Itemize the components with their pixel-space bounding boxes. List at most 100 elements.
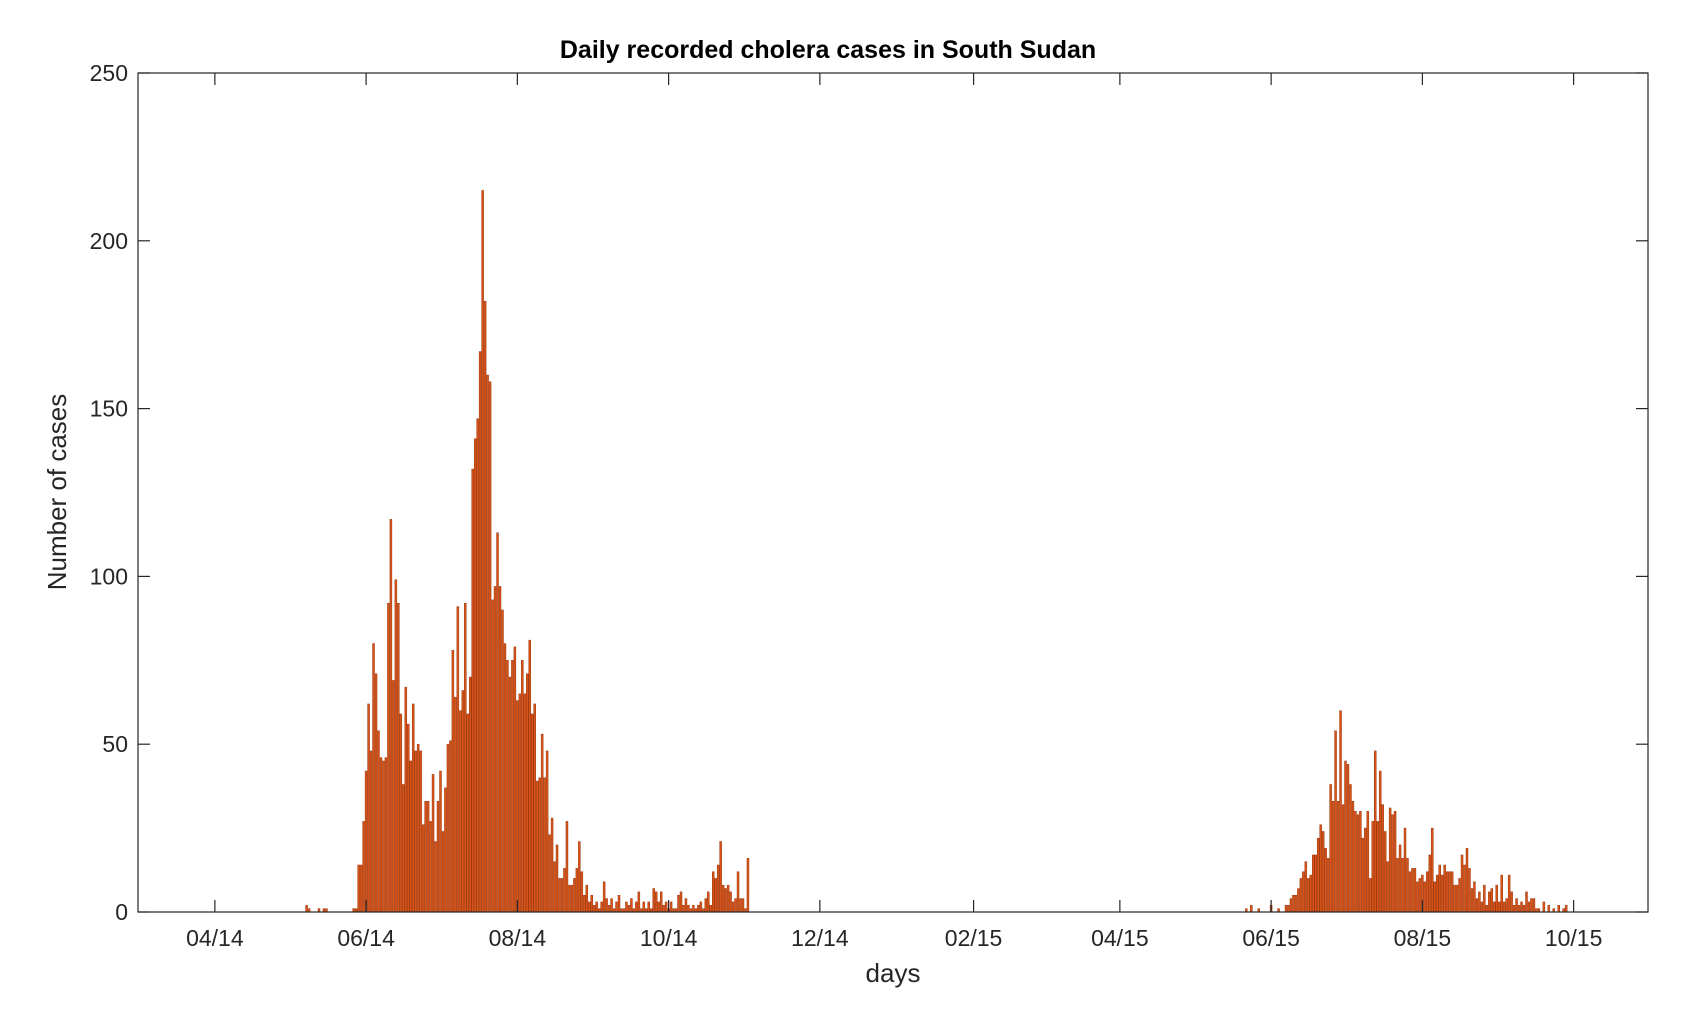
bar-s1-g0-92 [1473, 881, 1476, 913]
bar-s1-g0-36 [1334, 730, 1337, 913]
bar-s0-g0-143 [659, 891, 663, 913]
x-tick-label-0: 04/14 [186, 925, 244, 951]
bar-s1-g0-54 [1378, 770, 1382, 913]
bar-s1-g0-27 [1312, 854, 1315, 913]
bar-s1-g0-29 [1316, 837, 1320, 913]
bar-s0-g0-150 [677, 894, 680, 913]
bar-s0-g0-24 [364, 770, 368, 913]
bar-s1-g0-55 [1381, 804, 1384, 913]
bar-s0-g0-90 [528, 639, 532, 913]
bar-s0-g0-30 [379, 757, 383, 913]
bar-s0-g0-68 [473, 438, 477, 913]
bar-s0-g0-82 [508, 676, 512, 913]
bar-s1-g0-79 [1440, 874, 1444, 913]
y-tick-label-3: 150 [90, 396, 128, 422]
bar-s0-g0-125 [615, 901, 618, 913]
bar-s0-g0-47 [421, 824, 425, 913]
bar-s0-g0-122 [607, 905, 611, 913]
bar-s0-g0-159 [699, 901, 703, 913]
bar-s0-g0-98 [548, 834, 551, 913]
x-tick-label-4: 12/14 [791, 925, 849, 951]
bar-s0-g0-92 [533, 703, 536, 913]
bar-s1-g0-99 [1490, 888, 1494, 913]
bar-s0-g0-71 [481, 190, 484, 913]
bar-s0-g0-165 [714, 878, 717, 913]
bar-s1-g0-63 [1401, 858, 1404, 913]
x-tick-label-7: 06/15 [1242, 925, 1300, 951]
bar-s1-g0-49 [1366, 811, 1370, 913]
bar-s0-g0-45 [416, 743, 420, 913]
bar-s1-g0-87 [1460, 854, 1464, 913]
y-tick-label-5: 250 [90, 60, 128, 86]
bar-s1-g0-129 [1564, 905, 1568, 913]
bar-s1-g0-39 [1341, 804, 1345, 913]
bar-s1-g0-101 [1495, 884, 1498, 913]
bar-s0-g0-69 [476, 418, 479, 913]
bar-s1-g0-58 [1388, 807, 1392, 913]
bar-s1-g0-35 [1331, 801, 1335, 913]
bar-s1-g0-96 [1483, 884, 1486, 913]
bar-s0-g0-53 [436, 801, 440, 913]
bar-s1-g0-18 [1289, 898, 1293, 913]
bar-s0-g0-120 [602, 881, 606, 913]
bar-s1-g0-25 [1307, 878, 1310, 913]
bar-s0-g0-55 [441, 831, 445, 913]
bar-s0-g0-60 [454, 696, 457, 913]
bar-s1-g0-95 [1480, 901, 1484, 913]
plot-frame [137, 72, 1649, 913]
bar-s0-g0-142 [657, 901, 660, 913]
bar-s0-g0-96 [543, 777, 546, 913]
bar-s1-g0-113 [1525, 891, 1528, 913]
bar-s1-g0-52 [1374, 750, 1377, 913]
bar-s1-g0-83 [1450, 871, 1454, 913]
bar-s1-g0-56 [1383, 831, 1387, 913]
bar-s0-g0-172 [731, 901, 735, 913]
bar-s0-g0-64 [464, 603, 467, 913]
bar-s1-g0-19 [1292, 894, 1295, 913]
bar-s1-g0-30 [1319, 824, 1322, 913]
bar-s0-g0-116 [592, 905, 596, 913]
bar-s0-g0-85 [516, 700, 519, 913]
bar-s1-g0-44 [1354, 811, 1357, 913]
bar-s1-g0-103 [1500, 874, 1503, 913]
bar-s0-g0-50 [429, 821, 432, 913]
bar-s1-g0-85 [1455, 884, 1459, 913]
bar-s1-g0-102 [1497, 901, 1501, 913]
bar-s1-g0-74 [1428, 854, 1432, 913]
bar-s0-g0-114 [588, 901, 591, 913]
bar-s0-g0-158 [697, 905, 700, 913]
bar-s1-g0-110 [1517, 905, 1521, 913]
bar-s0-g0-108 [573, 878, 576, 913]
bar-s0-g0-63 [461, 690, 465, 913]
bar-s0-g0-130 [627, 905, 631, 913]
bar-s1-g0-41 [1346, 764, 1350, 913]
bar-s1-g0-116 [1532, 898, 1536, 913]
bar-s0-g0-95 [540, 733, 544, 913]
bar-s0-g0-73 [486, 374, 489, 913]
y-axis: 0 50 100 150 200 250 [90, 60, 1648, 925]
bar-s0-g0-22 [359, 864, 363, 913]
bar-s1-g0-98 [1488, 891, 1491, 913]
y-tick-label-4: 200 [90, 228, 128, 254]
x-tick-label-1: 06/14 [337, 925, 395, 951]
bar-s0-g0-51 [431, 774, 435, 913]
bar-s0-g0-43 [411, 703, 415, 913]
bar-s0-g0-129 [625, 901, 628, 913]
bar-s0-g0-78 [498, 586, 502, 913]
bar-s0-g0-38 [399, 713, 403, 913]
bar-s0-g0-152 [682, 905, 685, 913]
bar-s0-g0-169 [724, 888, 727, 913]
bar-s0-g0-153 [684, 898, 688, 913]
bar-s0-g0-62 [459, 710, 462, 913]
bar-s0-g0-29 [377, 730, 380, 913]
bar-s1-g0-68 [1413, 868, 1417, 913]
bar-s1-g0-72 [1423, 881, 1427, 913]
bar-s1-g0-66 [1408, 871, 1412, 913]
bar-s1-g0-23 [1302, 871, 1305, 913]
bar-s1-g0-62 [1398, 844, 1402, 913]
x-tick-label-6: 04/15 [1091, 925, 1149, 951]
bar-s1-g0-32 [1324, 847, 1327, 913]
bar-s0-g0-67 [471, 468, 474, 913]
bar-s0-g0-176 [741, 898, 745, 913]
bar-s1-g0-90 [1468, 868, 1471, 913]
